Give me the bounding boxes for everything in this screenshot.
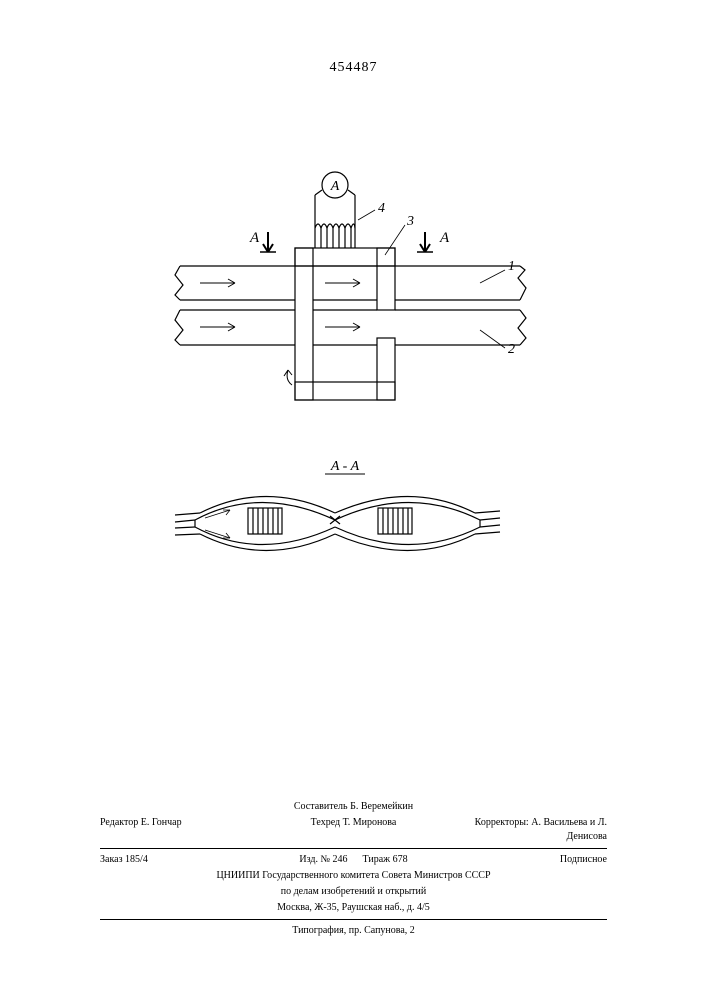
figure-area: A xyxy=(120,170,590,670)
section-figure xyxy=(175,497,500,551)
ref-1: 1 xyxy=(508,259,515,274)
techeditor-name: Т. Миронова xyxy=(343,817,397,828)
patent-number: 454487 xyxy=(0,60,707,76)
section-marker-left: A xyxy=(249,230,276,252)
edition-num: 246 xyxy=(333,854,348,865)
circulation-label: Тираж xyxy=(363,854,391,865)
core-section-left xyxy=(248,508,282,534)
editor-label: Редактор xyxy=(100,817,138,828)
divider-2 xyxy=(100,919,607,920)
section-marker-right: A xyxy=(417,230,450,252)
core xyxy=(295,248,395,400)
svg-text:A: A xyxy=(249,230,260,246)
ref-2: 2 xyxy=(508,342,515,357)
circulation-num: 678 xyxy=(393,854,408,865)
compiler-label: Составитель xyxy=(294,800,348,814)
compiler-row: Составитель Б. Веремейкин xyxy=(100,800,607,814)
divider-1 xyxy=(100,848,607,849)
order-label: Заказ xyxy=(100,854,123,865)
figure-svg: A xyxy=(120,170,590,670)
ref-3: 3 xyxy=(406,214,414,229)
techeditor-label: Техред xyxy=(311,817,340,828)
printing-row: Типография, пр. Сапунова, 2 xyxy=(100,924,607,938)
publisher-row-3: Москва, Ж-35, Раушская наб., д. 4/5 xyxy=(100,901,607,915)
top-figure: A xyxy=(175,172,526,400)
corrector-label: Корректоры: xyxy=(475,817,529,828)
corrector-names: А. Васильева и Л. Денисова xyxy=(531,817,607,842)
order-num: 185/4 xyxy=(125,854,148,865)
section-view-label: A - A xyxy=(330,459,360,474)
footer: Составитель Б. Веремейкин Редактор Е. Го… xyxy=(100,798,607,940)
publisher-row-2: по делам изобретений и открытий xyxy=(100,885,607,899)
subscription: Подписное xyxy=(560,854,607,865)
editor-name: Е. Гончар xyxy=(141,817,182,828)
coil xyxy=(315,224,355,248)
flow-arrows xyxy=(200,279,360,385)
edition-label: Изд. № xyxy=(299,854,330,865)
ammeter-label: A xyxy=(330,179,340,194)
compiler-name: Б. Веремейкин xyxy=(350,800,413,814)
core-section-right xyxy=(378,508,412,534)
credits-row: Редактор Е. Гончар Техред Т. Миронова Ко… xyxy=(100,816,607,844)
busbars xyxy=(175,266,526,345)
publisher-row-1: ЦНИИПИ Государственного комитета Совета … xyxy=(100,869,607,883)
svg-text:A: A xyxy=(439,230,450,246)
print-row: Заказ 185/4 Изд. № 246 Тираж 678 Подписн… xyxy=(100,853,607,867)
page: 454487 A xyxy=(0,0,707,1000)
ref-leaders: 4 3 1 2 xyxy=(358,201,515,357)
ref-4: 4 xyxy=(378,201,385,216)
